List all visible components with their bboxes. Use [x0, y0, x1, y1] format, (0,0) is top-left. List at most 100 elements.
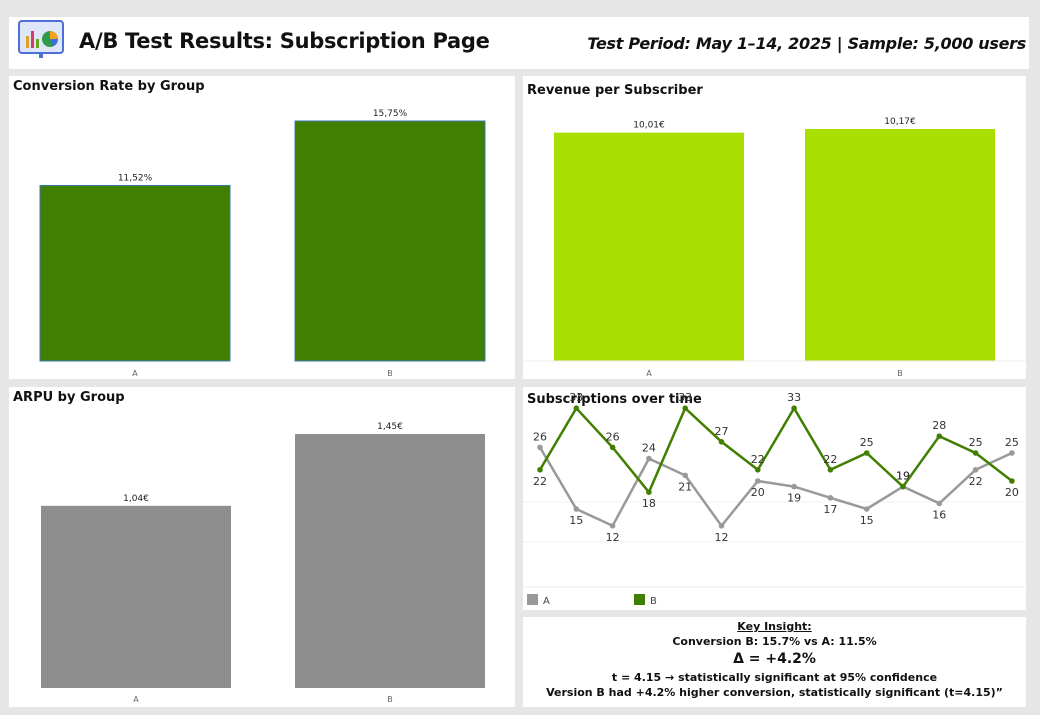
- data-point-b: [791, 405, 797, 411]
- category-tick-label: B: [387, 369, 393, 378]
- data-label-b: 19: [896, 470, 910, 483]
- legend-swatch-a: [527, 594, 538, 605]
- arpu-panel-title: ARPU by Group: [13, 390, 125, 405]
- data-label-a: 25: [1005, 436, 1019, 449]
- subscriptions-panel: Subscriptions over time 26 15 12 24 21 12 20 19…: [523, 387, 1026, 610]
- data-label-a: 19: [896, 470, 910, 483]
- data-label-b: 22: [751, 453, 765, 466]
- revenue-panel-title: Revenue per Subscriber: [527, 83, 703, 98]
- data-label-a: 16: [932, 508, 946, 521]
- data-point-b: [863, 450, 870, 456]
- header-bar: A/B Test Results: Subscription Page Test…: [9, 17, 1029, 69]
- data-point-b: [646, 489, 652, 495]
- data-point-a: [936, 500, 943, 507]
- data-label-b: 27: [715, 425, 729, 438]
- category-tick-label: A: [646, 369, 652, 378]
- data-label-a: 24: [642, 442, 656, 455]
- insight-conversion-comparison: Conversion B: 15.7% vs A: 11.5%: [672, 635, 877, 648]
- bar-value-label: 10,17€: [884, 117, 916, 127]
- series-line-a: [538, 446, 1013, 528]
- test-period-subtitle: Test Period: May 1–14, 2025 | Sample: 5,…: [587, 34, 1026, 53]
- data-point-a: [1009, 450, 1015, 456]
- data-point-a: [609, 523, 616, 529]
- data-point-a: [718, 523, 725, 529]
- data-label-b: 28: [932, 419, 946, 432]
- data-point-a: [972, 467, 979, 473]
- data-label-a: 19: [787, 492, 801, 505]
- bar-b: [295, 434, 485, 688]
- insight-panel: Key Insight: Conversion B: 15.7% vs A: 1…: [523, 617, 1026, 707]
- bar-value-label: 1,45€: [377, 422, 403, 432]
- bar-value-label: 15,75%: [373, 109, 408, 119]
- data-point-a: [755, 478, 761, 484]
- dashboard-chart-icon: [18, 20, 64, 58]
- data-point-a: [537, 444, 543, 451]
- data-label-b: 22: [533, 475, 547, 488]
- insight-heading: Key Insight:: [737, 620, 812, 633]
- data-label-a: 15: [860, 514, 874, 527]
- data-label-b: 25: [860, 436, 874, 449]
- data-point-b: [573, 405, 580, 411]
- category-tick-label: B: [387, 695, 393, 704]
- bar-b: [805, 129, 995, 361]
- revenue-bar-chart: 10,01€ A 10,17€ B: [523, 117, 1026, 378]
- insight-significance: t = 4.15 → statistically significant at …: [611, 671, 938, 684]
- revenue-panel: Revenue per Subscriber 10,01€ A 10,17€ B: [523, 76, 1026, 379]
- legend-swatch-b: [634, 594, 645, 605]
- bar-a: [41, 505, 231, 688]
- data-label-a: 26: [533, 430, 547, 443]
- category-tick-label: A: [133, 695, 139, 704]
- bar-value-label: 1,04€: [123, 494, 149, 504]
- data-label-a: 20: [751, 486, 765, 499]
- data-label-b: 20: [1005, 486, 1019, 499]
- series-line-b: [538, 405, 1013, 495]
- arpu-panel: ARPU by Group 1,04€ A 1,45€ B: [9, 387, 515, 707]
- data-label-b: 18: [642, 497, 656, 510]
- legend-label-b: B: [650, 596, 657, 607]
- arpu-bar-chart: 1,04€ A 1,45€ B: [41, 422, 485, 704]
- bar-a: [554, 132, 744, 361]
- data-point-a: [827, 495, 834, 501]
- data-label-b: 26: [606, 430, 620, 443]
- conversion-bar-chart: 11,52% A 15,75% B: [39, 109, 486, 378]
- data-point-b: [718, 439, 725, 445]
- subscriptions-panel-title: Subscriptions over time: [527, 392, 702, 407]
- data-point-b: [682, 405, 688, 411]
- data-label-b: 33: [569, 391, 583, 404]
- data-label-a: 15: [569, 514, 583, 527]
- insight-delta: Δ = +4.2%: [733, 651, 816, 667]
- data-label-a: 12: [715, 531, 729, 544]
- data-point-b: [900, 483, 906, 490]
- data-point-a: [791, 483, 797, 490]
- bar-b: [294, 120, 486, 362]
- data-label-b: 25: [969, 436, 983, 449]
- category-tick-label: A: [132, 369, 138, 378]
- data-point-b: [827, 467, 834, 473]
- subscriptions-line-chart: 26 15 12 24 21 12 20 19 17 15 19 16 22 25 22 33 26 18 33 27…: [523, 391, 1026, 607]
- data-point-a: [682, 472, 688, 479]
- data-label-a: 21: [678, 480, 692, 493]
- data-point-b: [537, 467, 543, 473]
- data-label-a: 22: [969, 475, 983, 488]
- data-label-a: 12: [606, 531, 620, 544]
- data-label-b: 33: [678, 391, 692, 404]
- data-label-b: 33: [787, 391, 801, 404]
- data-point-a: [646, 455, 652, 462]
- conversion-panel-title: Conversion Rate by Group: [13, 79, 205, 94]
- category-tick-label: B: [897, 369, 903, 378]
- page-title: A/B Test Results: Subscription Page: [79, 29, 490, 53]
- data-point-b: [972, 450, 979, 456]
- data-point-b: [609, 444, 616, 451]
- insight-summary: Version B had +4.2% higher conversion, s…: [546, 686, 1003, 699]
- bar-a: [39, 184, 231, 362]
- bar-value-label: 11,52%: [118, 173, 153, 183]
- data-point-a: [573, 506, 580, 512]
- conversion-panel: Conversion Rate by Group 11,52% A 15,75% B: [9, 76, 515, 379]
- data-label-b: 22: [823, 453, 837, 466]
- data-point-b: [755, 467, 761, 473]
- data-point-a: [863, 506, 870, 512]
- data-label-a: 17: [823, 503, 837, 516]
- legend-label-a: A: [543, 596, 550, 607]
- data-point-b: [1009, 478, 1015, 484]
- data-point-b: [936, 433, 943, 439]
